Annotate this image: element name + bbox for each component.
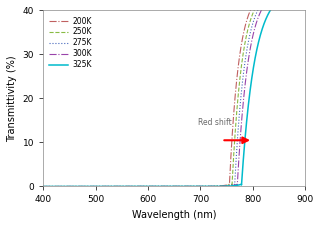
- 250K: [55, 185, 58, 188]
- Line: 250K: 250K: [43, 0, 305, 186]
- Text: Red shift: Red shift: [198, 118, 231, 127]
- 300K: [41, 185, 45, 188]
- 275K: [55, 185, 58, 188]
- 275K: [162, 185, 166, 188]
- 325K: [55, 185, 58, 188]
- 250K: [169, 185, 173, 188]
- 325K: [169, 185, 173, 188]
- 250K: [248, 21, 252, 24]
- 300K: [162, 185, 166, 188]
- X-axis label: Wavelength (nm): Wavelength (nm): [132, 210, 216, 220]
- 325K: [248, 93, 252, 96]
- 325K: [41, 185, 45, 188]
- Line: 200K: 200K: [43, 0, 305, 186]
- Line: 275K: 275K: [43, 0, 305, 186]
- 250K: [162, 185, 166, 188]
- Legend: 200K, 250K, 275K, 300K, 325K: 200K, 250K, 275K, 300K, 325K: [47, 14, 94, 72]
- 200K: [41, 185, 45, 188]
- 325K: [162, 185, 166, 188]
- 300K: [248, 51, 252, 53]
- 200K: [162, 185, 166, 188]
- 275K: [169, 185, 173, 188]
- 200K: [248, 11, 252, 13]
- 300K: [169, 185, 173, 188]
- 300K: [55, 185, 58, 188]
- 275K: [248, 34, 252, 37]
- Line: 325K: 325K: [43, 0, 305, 186]
- 275K: [41, 185, 45, 188]
- 200K: [169, 185, 173, 188]
- Line: 300K: 300K: [43, 0, 305, 186]
- 250K: [41, 185, 45, 188]
- 200K: [55, 185, 58, 188]
- Y-axis label: Transmittivity (%): Transmittivity (%): [7, 55, 17, 142]
